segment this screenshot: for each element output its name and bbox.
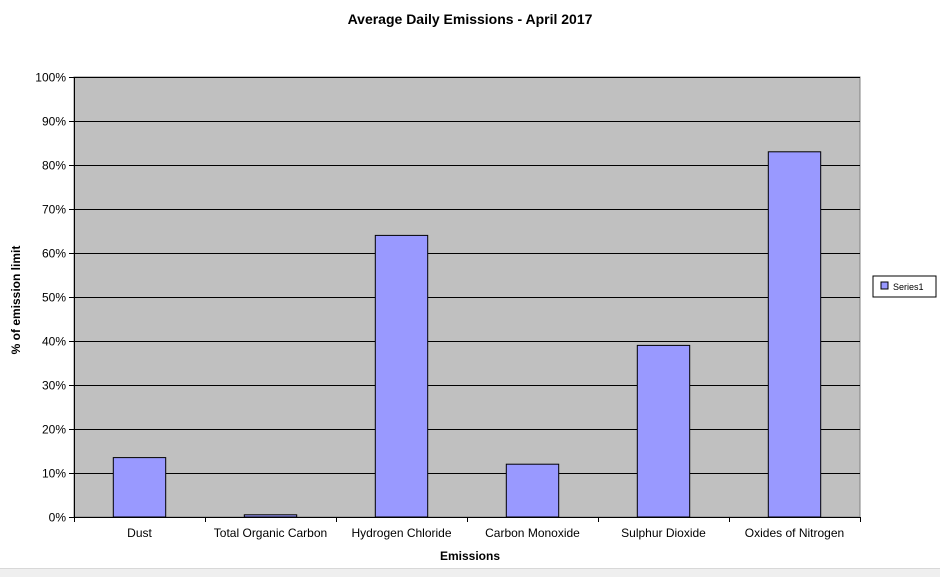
bar — [767, 151, 822, 518]
plot-area: 0% 10% 20% 30% 40% 50% 60% 70% 80% 90% 100% Dust Tot… — [35, 71, 861, 540]
y-axis-title: % of emission limit — [9, 246, 23, 355]
y-tick-label: 70% — [42, 203, 66, 217]
y-tick-label: 30% — [42, 379, 66, 393]
y-tick-label: 0% — [49, 511, 67, 525]
bar — [243, 514, 298, 518]
x-tick-label: Dust — [127, 526, 152, 540]
window-bottom-strip — [0, 568, 940, 577]
y-tick-label: 50% — [42, 291, 66, 305]
legend-label: Series1 — [893, 282, 924, 292]
y-tick-label: 90% — [42, 115, 66, 129]
bar — [505, 463, 560, 518]
legend-box — [872, 275, 937, 298]
x-tick-label: Carbon Monoxide — [485, 526, 580, 540]
y-tick-label: 20% — [42, 423, 66, 437]
bar — [374, 234, 429, 518]
legend-swatch — [880, 281, 889, 290]
bar — [636, 344, 691, 518]
y-tick-label: 100% — [35, 71, 66, 85]
y-tick-label: 60% — [42, 247, 66, 261]
legend: Series1 — [872, 275, 937, 298]
chart-title: Average Daily Emissions - April 2017 — [348, 11, 593, 27]
y-tick-label: 80% — [42, 159, 66, 173]
x-tick-label: Total Organic Carbon — [214, 526, 327, 540]
x-tick-label: Hydrogen Chloride — [351, 526, 451, 540]
y-tick-label: 10% — [42, 467, 66, 481]
bar — [112, 457, 167, 518]
x-tick-label: Oxides of Nitrogen — [745, 526, 844, 540]
x-axis-title: Emissions — [440, 549, 500, 563]
y-tick-label: 40% — [42, 335, 66, 349]
x-tick-label: Sulphur Dioxide — [621, 526, 706, 540]
